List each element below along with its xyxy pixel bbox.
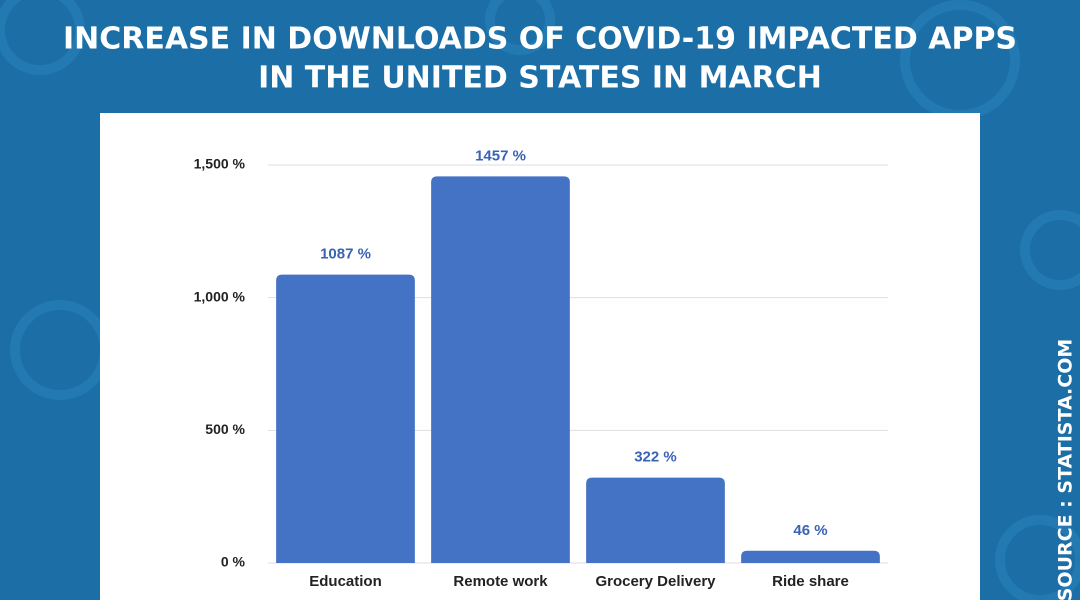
x-tick-label: Ride share (772, 573, 849, 590)
bar (586, 477, 725, 563)
value-label: 1457 % (475, 147, 526, 164)
chart-title: IN THE UNITED STATES IN MARCH (258, 61, 822, 96)
x-tick-label: Remote work (453, 573, 548, 590)
bar (431, 176, 570, 563)
value-label: 1087 % (320, 246, 371, 263)
chart-title: INCREASE IN DOWNLOADS OF COVID-19 IMPACT… (63, 22, 1017, 57)
x-tick-label: Grocery Delivery (595, 573, 716, 590)
y-tick-label: 1,000 % (194, 288, 246, 304)
x-tick-label: Education (309, 573, 382, 590)
source: SOURCE : STATISTA.COM (1055, 339, 1077, 600)
y-tick-label: 1,500 % (194, 156, 246, 172)
bar (741, 550, 880, 563)
value-label: 46 % (793, 522, 827, 539)
bar (276, 274, 415, 563)
y-tick-label: 500 % (205, 421, 245, 437)
y-tick-label: 0 % (221, 554, 246, 570)
value-label: 322 % (634, 449, 677, 466)
